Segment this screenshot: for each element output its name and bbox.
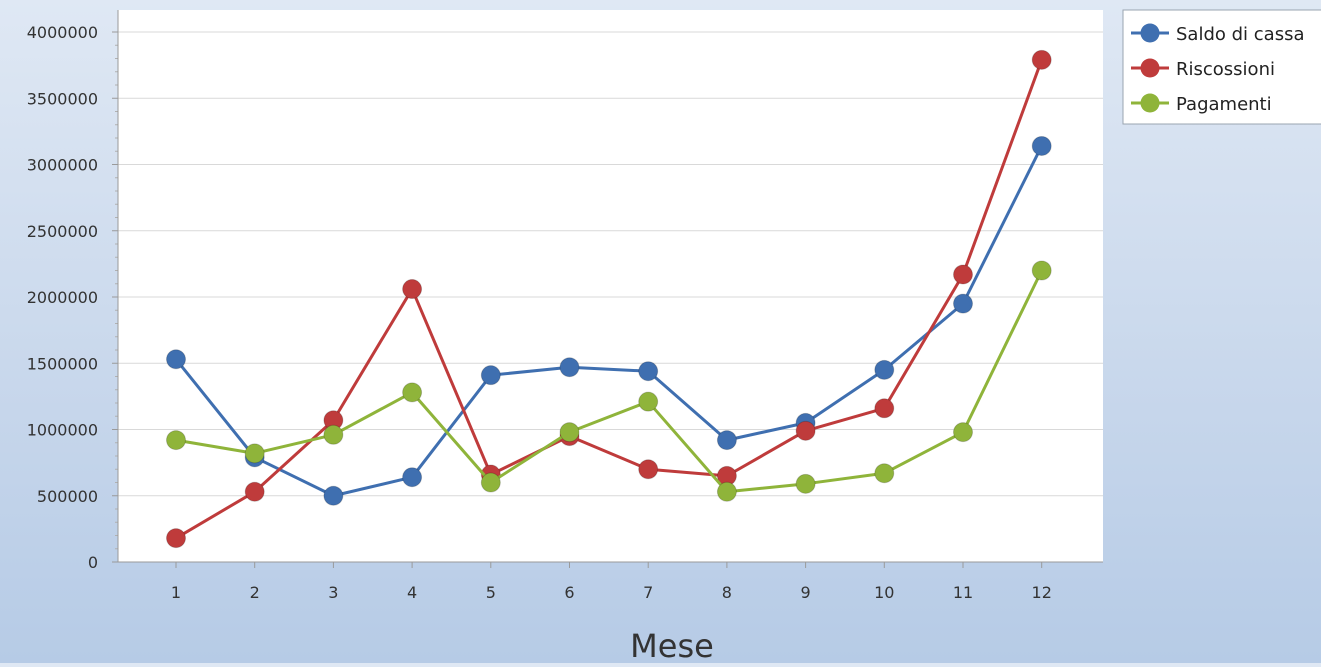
data-point-saldo-di-cassa <box>559 357 580 378</box>
y-tick-label: 2500000 <box>27 222 98 241</box>
legend-marker-saldo-di-cassa <box>1140 23 1160 43</box>
data-point-pagamenti <box>638 391 659 412</box>
data-point-pagamenti <box>166 430 186 451</box>
data-point-saldo-di-cassa <box>323 485 344 506</box>
y-tick-label: 2000000 <box>27 288 98 307</box>
y-tick-label: 3000000 <box>27 156 98 175</box>
x-axis-title: Mese <box>630 627 714 663</box>
data-point-saldo-di-cassa <box>874 359 895 380</box>
legend-label-saldo-di-cassa: Saldo di cassa <box>1176 24 1304 45</box>
series-line-saldo-di-cassa <box>174 145 1044 498</box>
axes: 0 500000 1000000 1500000 2000000 2500000 30000… <box>27 10 1103 602</box>
x-tick-label: 5 <box>486 583 496 602</box>
x-tick-label: 8 <box>722 583 732 602</box>
data-point-riscossioni <box>166 528 186 549</box>
data-point-saldo-di-cassa <box>953 293 973 314</box>
series-line-pagamenti <box>175 269 1044 494</box>
data-point-riscossioni <box>638 459 659 480</box>
data-point-saldo-di-cassa <box>1031 135 1052 156</box>
data-point-saldo-di-cassa <box>716 430 737 451</box>
data-point-pagamenti <box>874 463 895 484</box>
data-point-riscossioni <box>874 398 895 419</box>
data-point-pagamenti <box>402 382 423 403</box>
legend-marker-riscossioni <box>1140 58 1160 78</box>
data-point-saldo-di-cassa <box>480 365 501 386</box>
x-tick-label: 3 <box>328 583 338 602</box>
legend: Saldo di cassa Riscossioni Pagamenti <box>1122 9 1321 125</box>
legend-label-pagamenti: Pagamenti <box>1176 94 1272 115</box>
data-point-riscossioni <box>244 481 265 502</box>
y-tick-label: 1000000 <box>27 421 98 440</box>
y-tick-label: 500000 <box>37 487 98 506</box>
x-tick-label: 11 <box>953 583 973 602</box>
data-point-pagamenti <box>244 443 265 464</box>
data-point-riscossioni <box>953 264 973 285</box>
series-layer <box>166 49 1052 549</box>
series-line-riscossioni <box>175 59 1044 540</box>
x-tick-label: 2 <box>250 583 260 602</box>
x-tick-label: 10 <box>874 583 894 602</box>
x-tick-label: 6 <box>564 583 574 602</box>
data-point-riscossioni <box>402 279 423 300</box>
y-tick-label: 4000000 <box>27 23 98 42</box>
x-tick-label: 4 <box>407 583 417 602</box>
x-tick-label: 1 <box>171 583 181 602</box>
data-point-pagamenti <box>953 422 973 443</box>
data-point-riscossioni <box>1031 49 1052 70</box>
legend-marker-pagamenti <box>1140 93 1160 113</box>
data-point-saldo-di-cassa <box>402 467 423 488</box>
grid-lines <box>118 31 1103 497</box>
data-point-riscossioni <box>795 420 816 441</box>
data-point-pagamenti <box>795 473 816 494</box>
x-tick-label: 7 <box>643 583 653 602</box>
data-point-saldo-di-cassa <box>638 361 659 382</box>
y-tick-label: 3500000 <box>27 89 98 108</box>
y-tick-label: 0 <box>88 553 98 572</box>
data-point-pagamenti <box>716 481 737 502</box>
data-point-pagamenti <box>1031 260 1052 281</box>
legend-label-riscossioni: Riscossioni <box>1176 59 1275 80</box>
x-tick-label: 9 <box>801 583 811 602</box>
data-point-pagamenti <box>480 472 501 493</box>
data-point-pagamenti <box>323 424 344 445</box>
x-tick-label: 12 <box>1032 583 1052 602</box>
y-tick-label: 1500000 <box>27 354 98 373</box>
data-point-pagamenti <box>559 422 580 443</box>
data-point-saldo-di-cassa <box>166 349 186 370</box>
